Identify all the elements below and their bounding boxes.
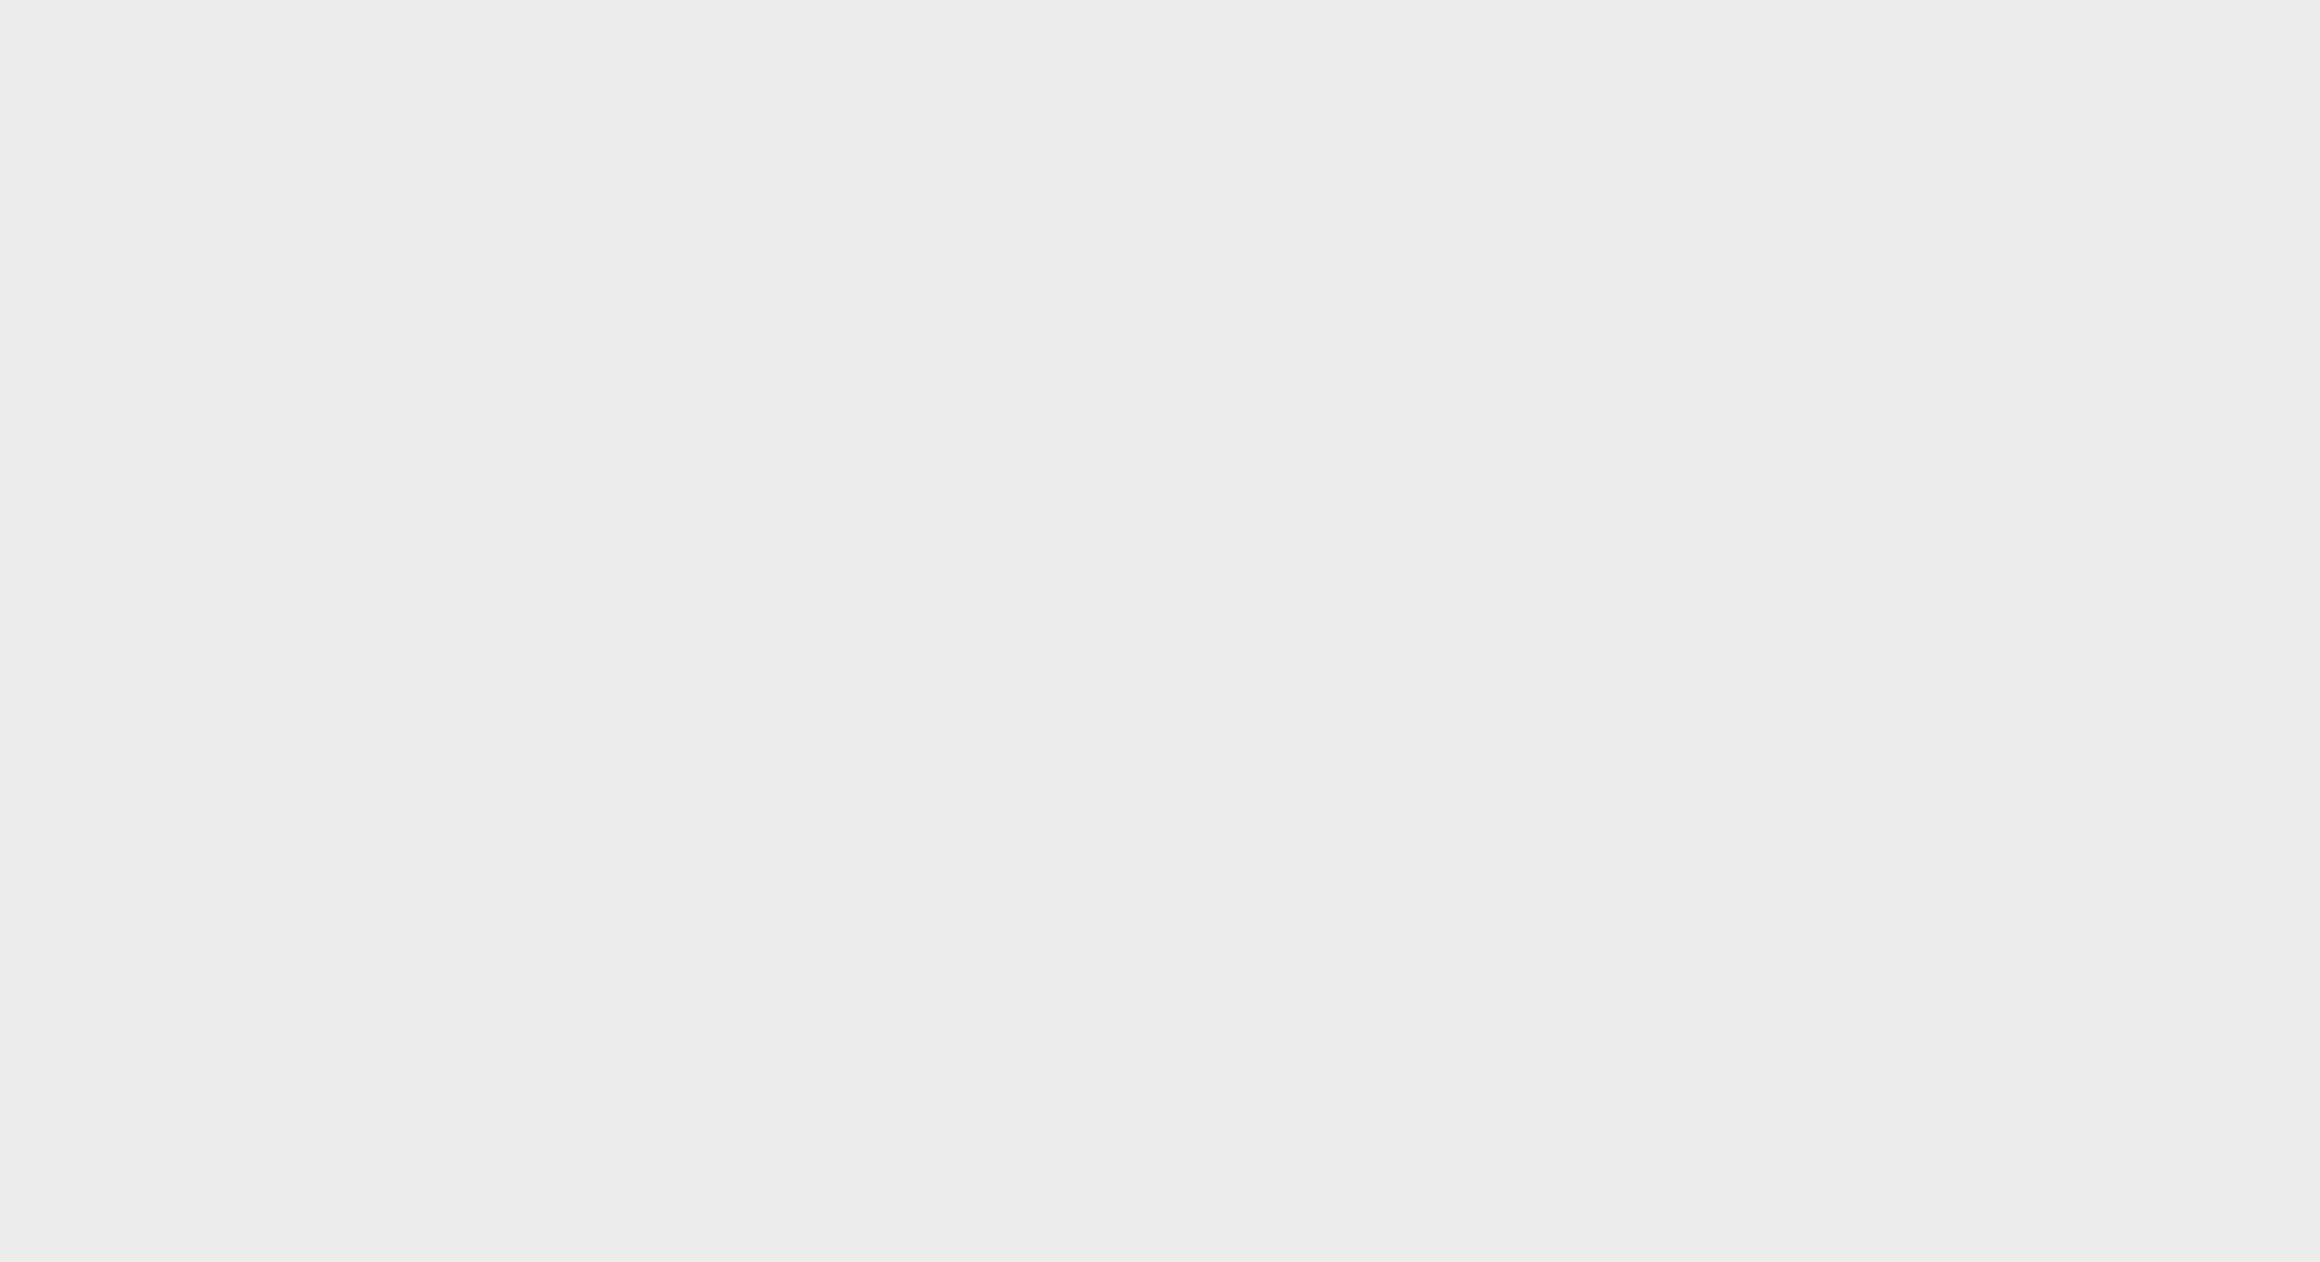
line-chart bbox=[0, 0, 2320, 1258]
irr-birth-cohort-figure bbox=[0, 0, 2320, 1258]
